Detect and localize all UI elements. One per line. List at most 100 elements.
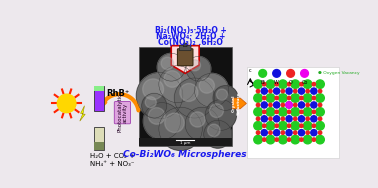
Circle shape [159, 66, 196, 103]
Circle shape [312, 96, 316, 100]
Circle shape [174, 78, 215, 118]
Circle shape [266, 121, 275, 130]
Circle shape [195, 73, 229, 107]
FancyBboxPatch shape [180, 45, 191, 51]
Circle shape [291, 135, 299, 144]
Circle shape [256, 131, 260, 134]
Circle shape [266, 135, 275, 144]
Circle shape [274, 116, 280, 122]
Circle shape [294, 89, 297, 93]
Text: c: c [249, 68, 252, 73]
Circle shape [298, 88, 305, 94]
Circle shape [254, 121, 262, 130]
Circle shape [275, 83, 278, 86]
Circle shape [259, 70, 266, 77]
Circle shape [256, 117, 260, 121]
Polygon shape [171, 46, 199, 73]
Circle shape [298, 116, 305, 122]
Circle shape [306, 103, 309, 107]
FancyBboxPatch shape [139, 47, 232, 146]
Circle shape [287, 70, 294, 77]
Circle shape [269, 103, 272, 107]
Circle shape [311, 88, 317, 94]
Circle shape [304, 108, 312, 116]
Circle shape [281, 117, 285, 121]
Circle shape [294, 103, 297, 107]
Circle shape [263, 124, 266, 127]
Circle shape [294, 131, 297, 134]
Text: 1 μm: 1 μm [180, 141, 191, 146]
FancyBboxPatch shape [94, 142, 104, 150]
Circle shape [149, 108, 165, 124]
Circle shape [217, 89, 228, 100]
Circle shape [279, 121, 287, 130]
Circle shape [165, 113, 184, 133]
Circle shape [294, 117, 297, 121]
Text: Photocatalytic
activity: Photocatalytic activity [117, 93, 128, 132]
Circle shape [306, 117, 309, 121]
FancyBboxPatch shape [114, 102, 130, 124]
Circle shape [254, 94, 262, 102]
Circle shape [291, 80, 299, 88]
Circle shape [304, 94, 312, 102]
Circle shape [275, 138, 278, 141]
Text: Co-Bi₂WO₆ Microspheres: Co-Bi₂WO₆ Microspheres [123, 150, 247, 159]
Circle shape [274, 130, 280, 136]
Circle shape [311, 130, 317, 136]
Circle shape [300, 124, 303, 127]
Circle shape [316, 108, 324, 116]
Circle shape [287, 110, 291, 114]
Circle shape [205, 100, 236, 130]
Circle shape [269, 131, 272, 134]
Polygon shape [232, 98, 246, 109]
Circle shape [291, 121, 299, 130]
Circle shape [287, 138, 291, 141]
Circle shape [209, 104, 223, 118]
Circle shape [186, 56, 211, 81]
Circle shape [281, 89, 285, 93]
Circle shape [291, 94, 299, 102]
Circle shape [298, 130, 305, 136]
Text: RhB⁺: RhB⁺ [106, 89, 129, 98]
Circle shape [256, 103, 260, 107]
Circle shape [300, 110, 303, 114]
Circle shape [266, 80, 275, 88]
Circle shape [269, 89, 272, 93]
Circle shape [291, 108, 299, 116]
Text: ● Oxygen Vacancy: ● Oxygen Vacancy [319, 71, 360, 75]
Circle shape [254, 135, 262, 144]
Circle shape [145, 97, 156, 108]
FancyBboxPatch shape [177, 49, 193, 66]
Circle shape [261, 102, 267, 108]
Circle shape [279, 108, 287, 116]
FancyBboxPatch shape [94, 86, 104, 111]
Circle shape [281, 103, 285, 107]
Circle shape [286, 88, 292, 94]
Circle shape [287, 124, 291, 127]
Circle shape [142, 93, 167, 118]
Circle shape [304, 121, 312, 130]
Circle shape [286, 102, 292, 108]
Circle shape [266, 108, 275, 116]
Circle shape [263, 96, 266, 100]
Circle shape [301, 70, 308, 77]
Circle shape [316, 94, 324, 102]
Circle shape [274, 88, 280, 94]
Circle shape [266, 94, 275, 102]
Circle shape [261, 130, 267, 136]
Circle shape [318, 117, 322, 121]
Circle shape [312, 124, 316, 127]
Circle shape [164, 71, 181, 87]
Circle shape [300, 96, 303, 100]
FancyBboxPatch shape [94, 127, 104, 150]
Text: W: W [274, 80, 279, 85]
Circle shape [286, 102, 292, 108]
Circle shape [269, 117, 272, 121]
Circle shape [263, 110, 266, 114]
Polygon shape [80, 106, 85, 121]
Circle shape [298, 102, 305, 108]
Text: Co(NO₃)₂ .6H₂O: Co(NO₃)₂ .6H₂O [158, 38, 223, 47]
Circle shape [261, 88, 267, 94]
Text: b: b [261, 82, 264, 87]
Text: Bi₂(NO₃)₅·5H₂O +: Bi₂(NO₃)₅·5H₂O + [155, 26, 226, 35]
